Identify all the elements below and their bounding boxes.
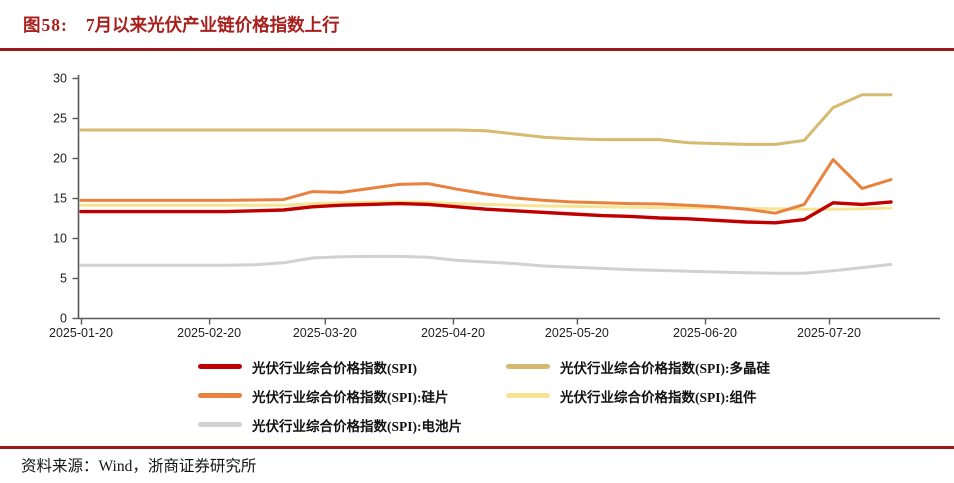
series-line-poly [79, 93, 893, 146]
figure-title-text: 7月以来光伏产业链价格指数上行 [85, 15, 340, 35]
series-line-spi [79, 200, 893, 225]
legend-item: 光伏行业综合价格指数(SPI):组件 [506, 381, 770, 410]
legend-column-right: 光伏行业综合价格指数(SPI):多晶硅 光伏行业综合价格指数(SPI):组件 [506, 352, 770, 439]
y-axis-tick-label: 25 [53, 112, 67, 126]
chart-legend: 光伏行业综合价格指数(SPI) 光伏行业综合价格指数(SPI):硅片 光伏行业综合价… [198, 352, 770, 439]
legend-item: 光伏行业综合价格指数(SPI):多晶硅 [506, 352, 770, 381]
legend-swatch-poly [506, 364, 550, 369]
series-line-wafer [79, 158, 893, 215]
legend-item: 光伏行业综合价格指数(SPI):硅片 [198, 381, 506, 410]
legend-label: 光伏行业综合价格指数(SPI):多晶硅 [560, 360, 770, 376]
x-axis-tick-label: 2025-03-20 [293, 326, 357, 340]
y-axis-tick-label: 0 [60, 312, 67, 326]
x-axis-tick-label: 2025-04-20 [421, 326, 485, 340]
x-axis-tick-label: 2025-07-20 [797, 326, 861, 340]
y-axis-tick-label: 10 [53, 232, 67, 246]
y-axis-tick-label: 5 [60, 272, 67, 286]
x-axis-tick-label: 2025-02-20 [177, 326, 241, 340]
bottom-divider-rule [0, 446, 954, 449]
legend-column-left: 光伏行业综合价格指数(SPI) 光伏行业综合价格指数(SPI):硅片 光伏行业综合价… [198, 352, 506, 439]
y-axis-tick-label: 30 [53, 72, 67, 86]
y-axis-tick-label: 15 [53, 192, 67, 206]
top-divider-rule [0, 48, 954, 51]
legend-swatch-cell [198, 422, 242, 427]
legend-label: 光伏行业综合价格指数(SPI):电池片 [252, 418, 462, 434]
series-line-cell [79, 254, 893, 275]
legend-swatch-wafer [198, 393, 242, 398]
series-line-module [79, 200, 893, 211]
figure-title: 图58: 7月以来光伏产业链价格指数上行 [23, 12, 340, 37]
legend-swatch-spi [198, 364, 242, 369]
legend-label: 光伏行业综合价格指数(SPI):硅片 [252, 389, 449, 405]
legend-label: 光伏行业综合价格指数(SPI) [252, 360, 417, 376]
x-axis-tick-label: 2025-05-20 [545, 326, 609, 340]
legend-item: 光伏行业综合价格指数(SPI) [198, 352, 506, 381]
source-note: 资料来源：Wind，浙商证券研究所 [21, 458, 257, 475]
legend-item: 光伏行业综合价格指数(SPI):电池片 [198, 410, 506, 439]
legend-label: 光伏行业综合价格指数(SPI):组件 [560, 389, 757, 405]
price-index-line-chart: 0 5 10 15 20 25 30 2025-01-20 2025-02-20 2025-03-… [49, 72, 940, 340]
legend-swatch-module [506, 393, 550, 398]
figure-number-label: 图58: [23, 15, 68, 35]
x-axis-tick-label: 2025-06-20 [673, 326, 737, 340]
y-axis-tick-label: 20 [53, 152, 67, 166]
x-axis-tick-label: 2025-01-20 [49, 326, 113, 340]
